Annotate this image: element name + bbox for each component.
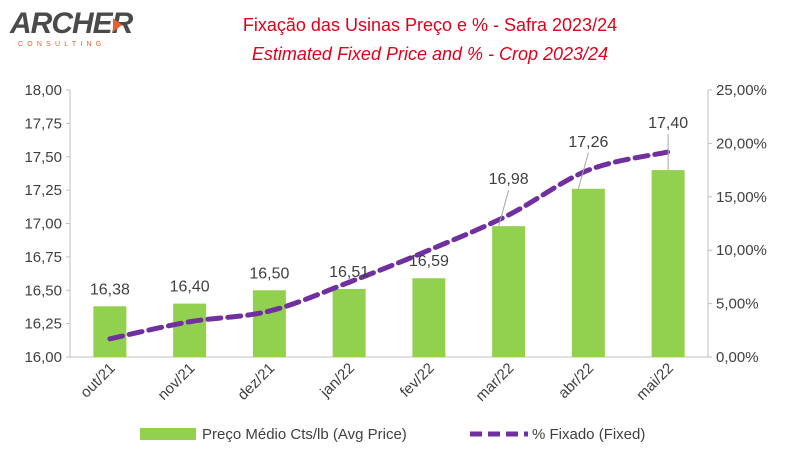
bar-data-label: 16,51 [329, 264, 369, 281]
chart-title: Fixação das Usinas Preço e % - Safra 202… [242, 15, 618, 35]
x-tick-label: out/21 [77, 360, 119, 402]
y-left-tick-label: 16,75 [24, 249, 62, 266]
y-right-tick-label: 0,00% [716, 349, 759, 366]
bar-data-label: 16,38 [90, 281, 130, 298]
bar [412, 278, 446, 357]
y-right-tick-label: 5,00% [716, 296, 759, 313]
label-leader-line [577, 152, 589, 189]
x-tick-label: jan/22 [316, 360, 358, 402]
bar [252, 290, 286, 357]
bar-data-label: 17,40 [648, 115, 688, 132]
bar-data-label: 16,98 [489, 171, 529, 188]
y-right-tick-label: 20,00% [716, 135, 767, 152]
y-left-tick-label: 17,75 [24, 115, 62, 132]
bar [93, 306, 127, 357]
bar [571, 188, 605, 357]
x-tick-label: abr/22 [555, 360, 597, 402]
legend-label-bars: Preço Médio Cts/lb (Avg Price) [202, 426, 407, 443]
x-tick-label: mai/22 [633, 360, 677, 404]
bar-data-label: 16,40 [170, 279, 210, 296]
y-left-tick-label: 17,50 [24, 149, 62, 166]
y-right-tick-label: 25,00% [716, 82, 767, 99]
y-right-tick-label: 15,00% [716, 189, 767, 206]
bar [492, 226, 526, 357]
x-tick-label: nov/21 [155, 360, 199, 404]
x-tick-label: mar/22 [472, 360, 517, 405]
archer-logo: ARCHER CONSULTING [10, 8, 133, 50]
data-labels: 16,38 16,40 16,50 16,51 16,59 16,98 17,26 17,40 [90, 115, 688, 298]
legend-swatch-bars [140, 428, 196, 440]
bar [651, 170, 685, 357]
y-right-tick-label: 10,00% [716, 242, 767, 259]
bar [332, 288, 366, 357]
y-left-tick-label: 18,00 [24, 82, 62, 99]
legend-label-line: % Fixado (Fixed) [532, 426, 645, 443]
logo-subtext: CONSULTING [18, 41, 106, 48]
bar-data-label: 16,59 [409, 253, 449, 270]
chart-subtitle: Estimated Fixed Price and % - Crop 2023/… [251, 44, 609, 64]
bar-data-label: 17,26 [568, 134, 608, 151]
label-leader-line [498, 190, 510, 227]
bar-series [93, 170, 685, 357]
bar [173, 303, 207, 357]
x-tick-label: fev/22 [397, 360, 438, 401]
x-tick-label: dez/21 [234, 360, 278, 404]
logo-arrow-icon [113, 18, 122, 32]
chart-legend: Preço Médio Cts/lb (Avg Price) % Fixado (… [140, 426, 645, 443]
y-left-tick-label: 17,00 [24, 216, 62, 233]
y-left-tick-label: 17,25 [24, 182, 62, 199]
logo-wordmark: ARCHER [10, 7, 133, 40]
y-left-tick-label: 16,00 [24, 349, 62, 366]
y-left-tick-label: 16,50 [24, 282, 62, 299]
fixed-percent-line [107, 149, 671, 342]
y-left-tick-label: 16,25 [24, 316, 62, 333]
bar-data-label: 16,50 [249, 265, 289, 282]
